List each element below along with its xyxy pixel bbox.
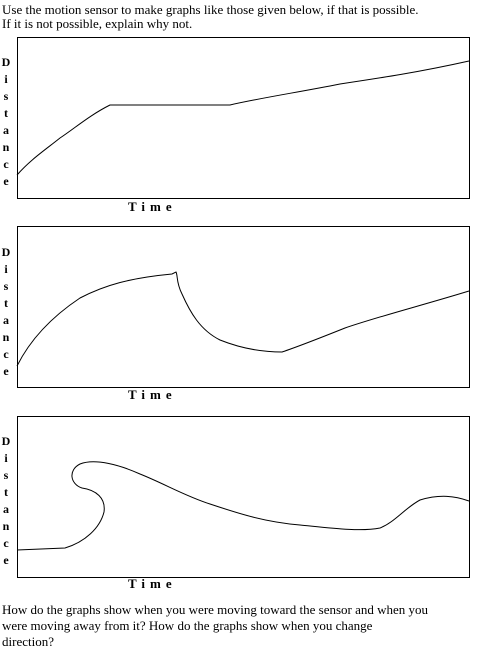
graph-frame <box>17 226 470 388</box>
question-line: How do the graphs show when you were mov… <box>2 602 429 617</box>
question-line: direction? <box>2 634 54 649</box>
intro-line: Use the motion sensor to make graphs lik… <box>2 2 419 17</box>
x-label: Time <box>128 576 177 591</box>
y-label: Distance <box>0 55 13 191</box>
graph-frame <box>17 416 470 578</box>
intro-line: If it is not possible, explain why not. <box>2 16 193 31</box>
graph-curve <box>16 60 470 176</box>
graph-curve <box>16 271 470 367</box>
x-label: Time <box>128 387 177 402</box>
question-line: were moving away from it? How do the gra… <box>2 618 373 633</box>
graph-frame <box>17 37 470 199</box>
graph-curve <box>16 461 470 551</box>
y-label: Distance <box>0 434 13 570</box>
x-label: Time <box>128 199 177 214</box>
y-label: Distance <box>0 245 13 381</box>
